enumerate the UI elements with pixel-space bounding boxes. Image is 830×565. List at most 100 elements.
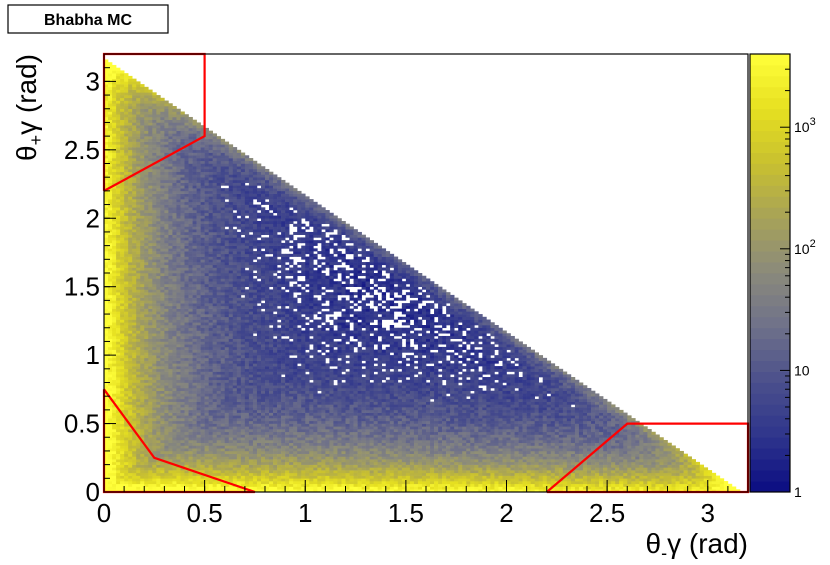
heatmap-cell: [128, 316, 133, 320]
heatmap-cell: [188, 133, 193, 137]
heatmap-cell: [120, 423, 125, 427]
heatmap-cell: [184, 377, 189, 381]
heatmap-cell: [160, 262, 165, 266]
heatmap-cell: [108, 448, 113, 452]
heatmap-cell: [116, 314, 121, 318]
heatmap-cell: [152, 256, 157, 260]
heatmap-cell: [208, 308, 213, 312]
heatmap-cell: [176, 158, 181, 162]
heatmap-cell: [144, 360, 149, 364]
heatmap-cell: [196, 240, 201, 244]
heatmap-cell: [232, 385, 238, 389]
heatmap-cell: [168, 283, 173, 287]
heatmap-cell: [148, 368, 153, 372]
heatmap-cell: [148, 434, 153, 438]
heatmap-cell: [204, 360, 209, 364]
heatmap-cell: [224, 259, 230, 263]
heatmap-cell: [176, 133, 181, 137]
heatmap-cell: [200, 374, 205, 378]
heatmap-cell: [120, 478, 125, 482]
heatmap-cell: [240, 253, 246, 257]
heatmap-cell: [200, 366, 205, 370]
heatmap-cell: [112, 453, 117, 457]
heatmap-cell: [156, 155, 161, 159]
heatmap-cell: [228, 341, 234, 345]
heatmap-cell: [156, 398, 161, 402]
heatmap-cell: [144, 341, 149, 345]
heatmap-cell: [204, 429, 209, 433]
heatmap-cell: [224, 234, 230, 238]
heatmap-cell: [108, 407, 113, 411]
heatmap-cell: [228, 144, 234, 148]
heatmap-cell: [120, 89, 125, 93]
heatmap-cell: [232, 286, 238, 290]
heatmap-cell: [180, 273, 185, 277]
heatmap-cell: [220, 456, 226, 460]
heatmap-cell: [208, 486, 213, 490]
heatmap-cell: [144, 152, 149, 156]
heatmap-cell: [208, 256, 213, 260]
heatmap-cell: [108, 393, 113, 397]
heatmap-cell: [104, 352, 109, 356]
heatmap-cell: [164, 322, 169, 326]
heatmap-cell: [120, 133, 125, 137]
heatmap-cell: [236, 445, 242, 449]
heatmap-cell: [192, 423, 197, 427]
heatmap-cell: [196, 401, 201, 405]
heatmap-cell: [164, 486, 169, 490]
heatmap-cell: [108, 349, 113, 353]
heatmap-cell: [164, 363, 169, 367]
heatmap-cell: [132, 220, 137, 225]
heatmap-cell: [144, 163, 149, 167]
heatmap-cell: [168, 319, 173, 323]
heatmap-cell: [240, 382, 246, 386]
heatmap-cell: [152, 412, 157, 416]
heatmap-cell: [104, 177, 109, 181]
heatmap-cell: [128, 486, 133, 490]
heatmap-cell: [180, 308, 185, 312]
heatmap-cell: [132, 470, 137, 474]
heatmap-cell: [152, 363, 157, 367]
heatmap-cell: [144, 179, 149, 183]
heatmap-cell: [172, 486, 177, 490]
heatmap-cell: [136, 431, 141, 435]
heatmap-cell: [108, 341, 113, 345]
heatmap-cell: [124, 330, 129, 334]
heatmap-cell: [136, 330, 141, 334]
heatmap-cell: [192, 188, 197, 192]
heatmap-cell: [108, 415, 113, 419]
heatmap-cell: [184, 426, 189, 430]
heatmap-cell: [236, 368, 242, 372]
heatmap-cell: [184, 379, 189, 383]
heatmap-cell: [152, 431, 157, 435]
heatmap-cell: [116, 84, 121, 88]
heatmap-cell: [116, 97, 121, 101]
heatmap-cell: [240, 396, 246, 400]
heatmap-cell: [112, 251, 117, 255]
heatmap-cell: [228, 352, 234, 356]
heatmap-cell: [164, 275, 169, 279]
heatmap-cell: [140, 371, 145, 375]
heatmap-cell: [128, 442, 133, 446]
heatmap-cell: [128, 283, 133, 287]
heatmap-cell: [168, 270, 173, 274]
heatmap-cell: [144, 267, 149, 271]
heatmap-cell: [168, 335, 173, 339]
heatmap-cell: [152, 327, 157, 331]
heatmap-cell: [164, 177, 169, 181]
heatmap-cell: [116, 434, 121, 438]
heatmap-cell: [144, 377, 149, 381]
heatmap-cell: [148, 188, 153, 192]
heatmap-cell: [232, 188, 238, 192]
heatmap-cell: [160, 319, 165, 323]
heatmap-cell: [164, 253, 169, 257]
heatmap-cell: [180, 253, 185, 257]
heatmap-cell: [124, 489, 129, 493]
heatmap-cell: [104, 360, 109, 364]
heatmap-cell: [232, 409, 238, 413]
heatmap-cell: [212, 483, 218, 487]
heatmap-cell: [124, 264, 129, 268]
heatmap-cell: [208, 273, 213, 277]
heatmap-cell: [160, 259, 165, 263]
heatmap-cell: [188, 294, 193, 298]
